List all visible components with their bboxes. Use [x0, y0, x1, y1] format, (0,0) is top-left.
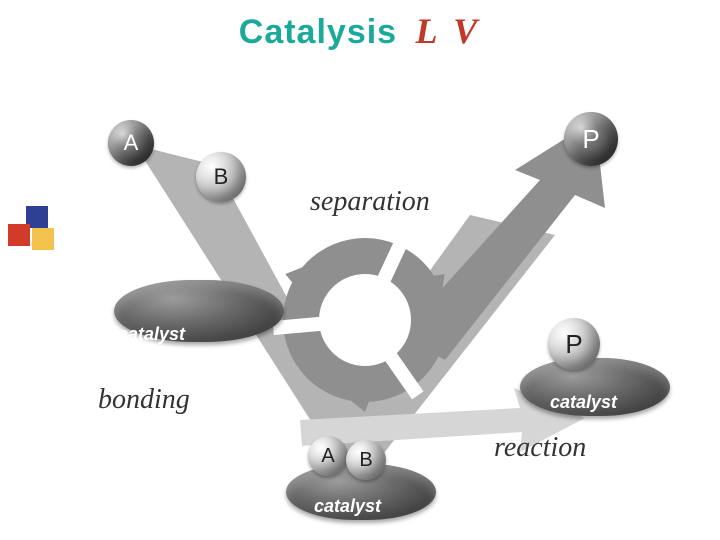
sphere-b-bottom: B	[346, 440, 386, 480]
label-separation: separation	[310, 186, 430, 218]
label-bonding: bonding	[98, 384, 190, 416]
sphere-p-mid: P	[548, 318, 600, 370]
sphere-p-top: P	[564, 112, 618, 166]
label-reaction: reaction	[494, 432, 586, 464]
sphere-a-bottom: A	[308, 436, 348, 476]
sphere-p-top-label: P	[582, 124, 599, 155]
sphere-a-top-label: A	[124, 130, 139, 156]
sphere-b-top-label: B	[214, 164, 229, 190]
catalyst-right-label: catalyst	[550, 392, 617, 413]
sphere-b-bottom-label: B	[359, 449, 372, 472]
sphere-a-top: A	[108, 120, 154, 166]
catalyst-left-label: catalyst	[118, 324, 185, 345]
diagram-stage: Catalysis L V catalyst catal	[0, 0, 720, 540]
sphere-b-top: B	[196, 152, 246, 202]
catalyst-bottom-label: catalyst	[314, 496, 381, 517]
sphere-p-mid-label: P	[565, 329, 582, 360]
sphere-a-bottom-label: A	[321, 445, 334, 468]
